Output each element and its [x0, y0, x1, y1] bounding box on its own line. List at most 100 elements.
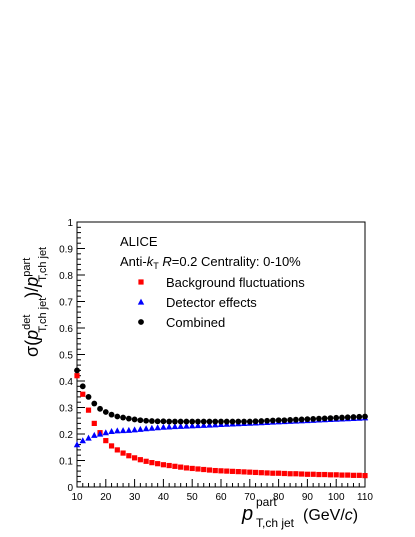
- data-point: [119, 427, 127, 434]
- data-point: [235, 418, 242, 425]
- data-point: [171, 423, 179, 430]
- data-point: [235, 469, 241, 475]
- x-tick-label: 30: [129, 492, 141, 503]
- y-tick-label: 0.3: [59, 404, 73, 415]
- data-point: [229, 418, 236, 425]
- data-point: [160, 462, 166, 468]
- data-point: [126, 453, 132, 459]
- data-point: [143, 458, 149, 464]
- data-point: [241, 418, 247, 425]
- data-point: [85, 394, 92, 400]
- y-axis-title: σ(pdet T,ch jet)/ppart T,ch jet: [21, 247, 49, 357]
- data-point: [321, 415, 328, 422]
- data-point: [125, 426, 133, 433]
- data-point: [293, 471, 299, 477]
- data-point: [91, 400, 98, 407]
- data-point: [350, 472, 357, 478]
- data-point: [223, 418, 230, 425]
- y-tick-label: 0.1: [59, 457, 73, 468]
- data-point: [97, 405, 103, 412]
- data-point: [258, 470, 264, 476]
- data-point: [137, 425, 144, 432]
- data-point: [200, 421, 207, 428]
- experiment-label: ALICE: [120, 234, 158, 249]
- data-point: [356, 413, 363, 420]
- data-point: [195, 418, 201, 425]
- x-axis-title-superscript: part: [256, 495, 277, 509]
- data-point: [212, 418, 219, 425]
- data-point: [356, 472, 362, 478]
- series-0: [74, 373, 368, 479]
- algorithm-label: Anti-kT R=0.2 Centrality: 0-10%: [120, 254, 301, 271]
- data-point: [189, 422, 196, 429]
- y-tick-label: 0: [67, 483, 73, 494]
- data-point: [137, 417, 144, 424]
- data-point: [154, 418, 161, 425]
- data-point: [143, 417, 150, 424]
- legend-label: Detector effects: [166, 295, 257, 310]
- data-point: [85, 407, 92, 413]
- y-tick-label: 0.4: [59, 377, 73, 388]
- x-tick-label: 90: [302, 492, 314, 503]
- data-point: [310, 415, 317, 422]
- legend-marker: [138, 319, 144, 325]
- y-tick-label: 0.5: [59, 351, 73, 362]
- data-point: [264, 417, 270, 424]
- data-point: [194, 422, 202, 429]
- x-tick-label: 70: [244, 492, 256, 503]
- data-point: [275, 417, 282, 424]
- data-point: [148, 424, 156, 431]
- data-point: [137, 457, 143, 463]
- data-point: [350, 414, 357, 420]
- data-point: [160, 423, 167, 430]
- data-point: [103, 438, 109, 444]
- x-tick-label: 20: [100, 492, 112, 503]
- x-tick-label: 40: [158, 492, 170, 503]
- data-point: [252, 469, 259, 476]
- data-point: [102, 429, 109, 436]
- data-point: [189, 465, 195, 472]
- x-tick-label: 80: [273, 492, 285, 503]
- data-point: [114, 413, 121, 420]
- series-layer: [73, 367, 369, 479]
- data-point: [200, 418, 207, 425]
- data-point: [264, 470, 270, 476]
- data-point: [149, 460, 155, 466]
- data-point: [201, 466, 207, 473]
- data-point: [269, 417, 276, 424]
- data-point: [195, 466, 201, 472]
- data-point: [79, 437, 86, 444]
- data-point: [218, 468, 224, 474]
- data-point: [172, 463, 178, 469]
- data-point: [287, 417, 294, 423]
- x-axis-title-subscript: T,ch jet: [256, 516, 295, 530]
- data-point: [114, 447, 120, 453]
- data-point: [287, 471, 293, 477]
- data-point: [183, 422, 190, 429]
- data-point: [362, 473, 368, 479]
- data-point: [148, 418, 155, 424]
- y-tick-label: 0.9: [59, 245, 73, 256]
- data-point: [281, 417, 288, 424]
- x-tick-label: 60: [215, 492, 227, 503]
- x-axis-title-unit: (GeV/c): [303, 507, 358, 524]
- y-tick-label: 0.2: [59, 430, 73, 441]
- data-point: [362, 413, 368, 420]
- data-point: [322, 471, 328, 478]
- data-point: [229, 468, 236, 474]
- data-point: [316, 415, 322, 422]
- data-point: [79, 383, 86, 390]
- data-point: [108, 411, 115, 418]
- series-2: [74, 367, 368, 425]
- data-point: [142, 425, 150, 432]
- y-axis-title-text: σ(pdet T,ch jet)/ppart T,ch jet: [21, 247, 49, 357]
- data-point: [241, 469, 247, 475]
- data-point: [131, 426, 138, 433]
- x-tick-label: 100: [328, 492, 345, 503]
- y-tick-label: 0.8: [59, 271, 73, 282]
- data-point: [166, 418, 173, 425]
- data-point: [218, 418, 224, 425]
- data-point: [345, 472, 351, 478]
- data-point: [247, 469, 253, 475]
- x-tick-label: 10: [71, 492, 83, 503]
